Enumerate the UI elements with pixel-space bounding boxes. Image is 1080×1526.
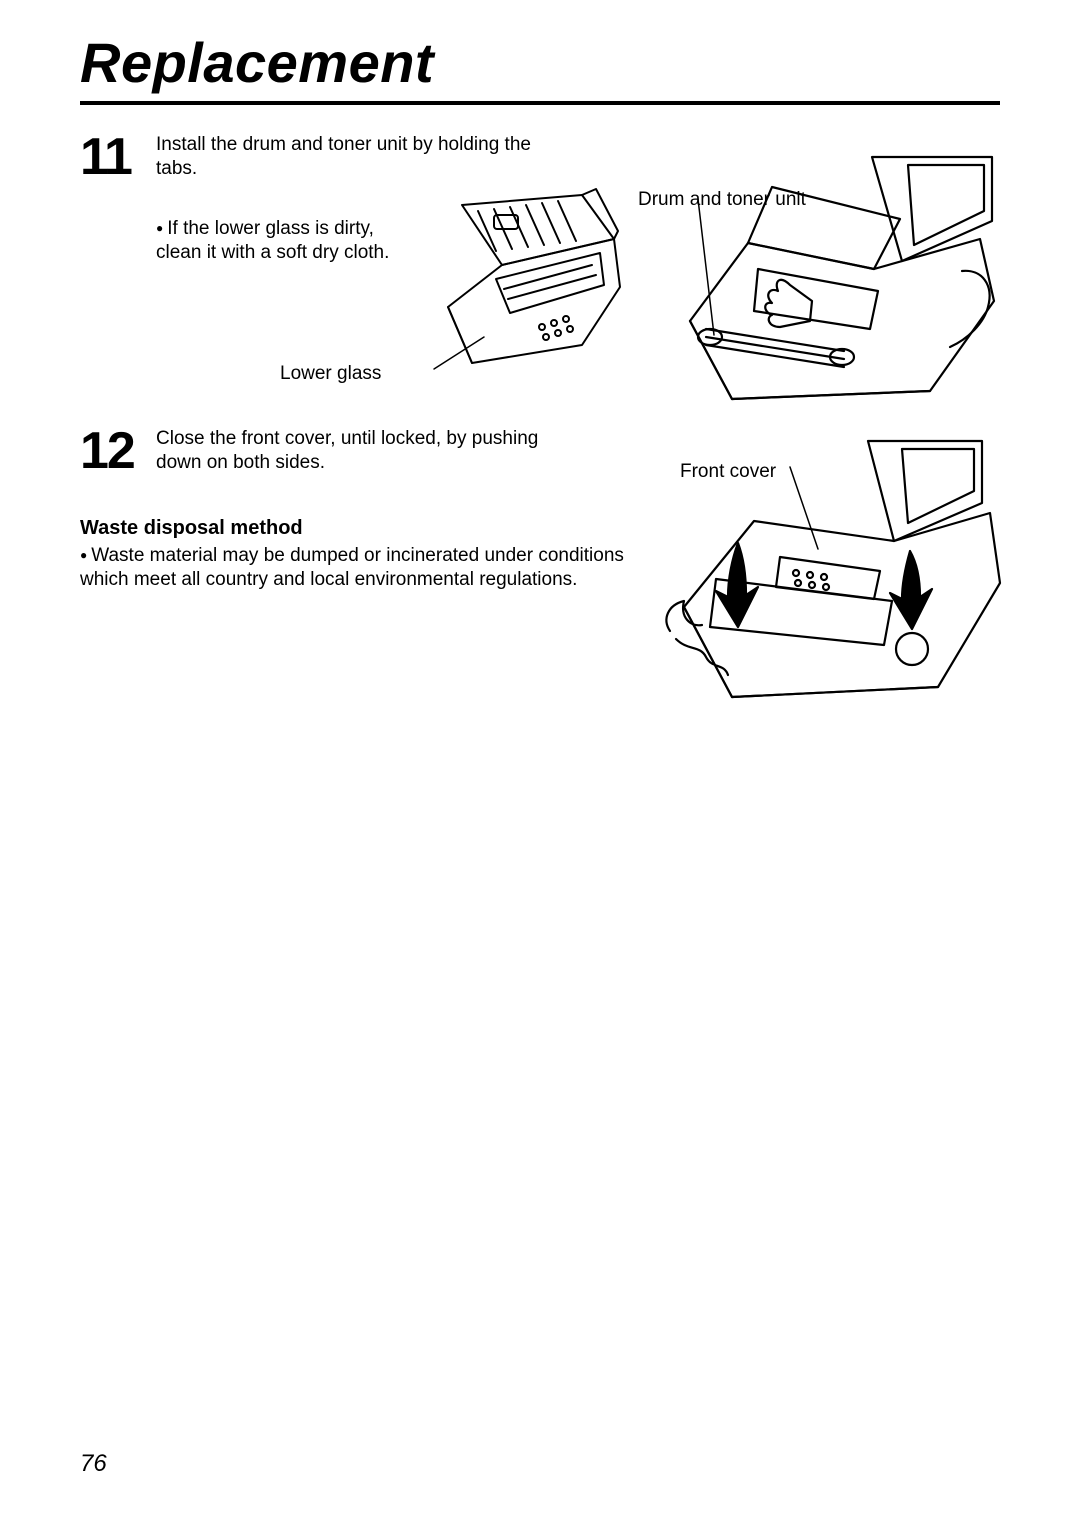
title-rule [80, 101, 1000, 105]
waste-disposal-section: Waste disposal method Waste material may… [80, 517, 640, 593]
figure-close-front-cover [662, 431, 1012, 721]
waste-disposal-heading: Waste disposal method [80, 517, 640, 540]
page-title: Replacement [80, 30, 1000, 95]
label-lower-glass: Lower glass [280, 363, 381, 385]
step-11-sub-bullet: If the lower glass is dirty, clean it wi… [156, 217, 416, 266]
figure-lower-glass [432, 187, 622, 377]
step-11-text: Install the drum and toner unit by holdi… [156, 133, 576, 181]
figure-drum-toner-install [662, 151, 1012, 421]
page-number: 76 [80, 1450, 107, 1478]
waste-disposal-body: Waste material may be dumped or incinera… [80, 544, 640, 593]
step-12-text: Close the front cover, until locked, by … [156, 427, 576, 475]
step-11-number: 11 [80, 127, 131, 187]
content-area: 11 Install the drum and toner unit by ho… [80, 127, 1000, 747]
step-12-number: 12 [80, 421, 134, 481]
